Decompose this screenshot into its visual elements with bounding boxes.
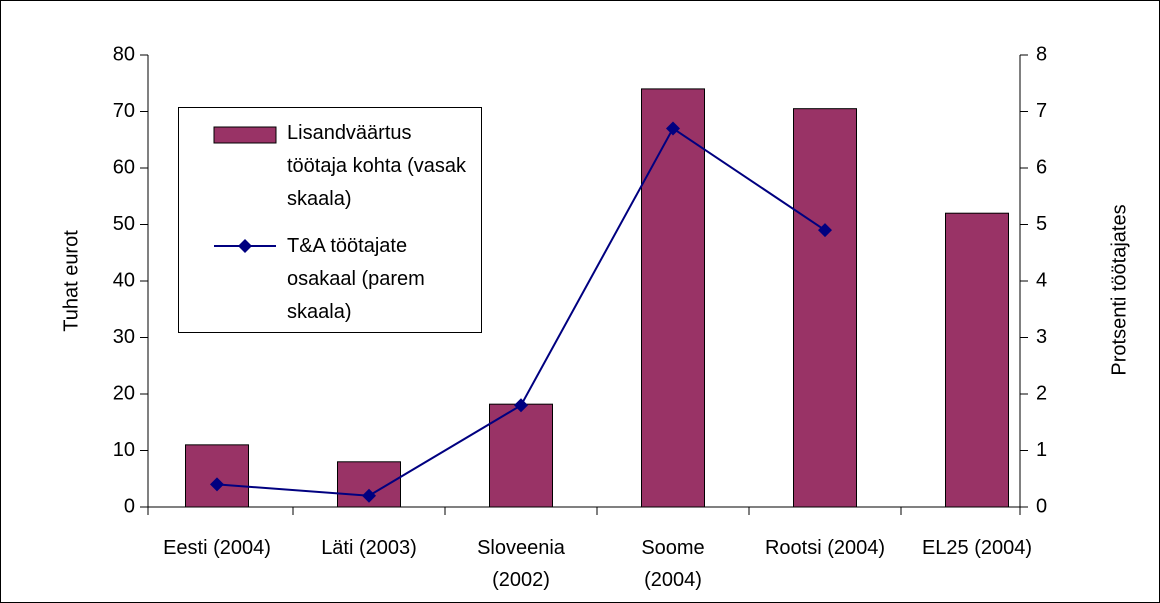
y-tick-label: 50 [113,213,135,235]
y2-tick-label: 3 [1036,326,1047,348]
x-tick-label: Sloveenia (2002) [477,537,565,591]
bar [641,88,705,508]
y2-tick-label: 5 [1036,213,1047,235]
x-tick-label: Soome (2004) [641,537,705,591]
legend-label: Lisandväärtus töötaja kohta (vasak skaal… [287,122,466,210]
legend-box [178,107,482,333]
marker [666,121,680,136]
y2-tick-label: 8 [1036,43,1047,65]
bar [793,108,857,508]
x-tick-label: Rootsi (2004) [764,537,886,559]
marker [362,488,376,503]
y2-tick-label: 4 [1036,269,1047,291]
y-tick-label: 70 [113,100,135,122]
y2-axis-title: Protsenti töötajates [1108,204,1130,375]
bar [185,444,249,508]
legend-marker [238,239,252,253]
y2-tick-label: 6 [1036,156,1047,178]
bar [489,403,553,508]
y2-tick-label: 7 [1036,100,1047,122]
y-tick-label: 30 [113,326,135,348]
y-tick-label: 20 [113,382,135,404]
marker [514,398,528,413]
y-tick-label: 80 [113,43,135,65]
y-tick-label: 0 [124,495,135,517]
y-tick-label: 40 [113,269,135,291]
y2-tick-label: 0 [1036,495,1047,517]
legend-label: T&A töötajate osakaal (parem skaala) [287,235,425,323]
y2-tick-label: 2 [1036,382,1047,404]
y2-tick-label: 1 [1036,439,1047,461]
legend-swatch [213,126,277,144]
y-tick-label: 60 [113,156,135,178]
y-tick-label: 10 [113,439,135,461]
marker [210,477,224,492]
y-axis-title: Tuhat eurot [60,230,82,332]
bar [945,212,1009,508]
x-tick-label: Eesti (2004) [163,537,271,559]
marker [818,223,832,238]
x-tick-label: Läti (2003) [321,537,417,559]
x-tick-label: EL25 (2004) [921,537,1033,559]
